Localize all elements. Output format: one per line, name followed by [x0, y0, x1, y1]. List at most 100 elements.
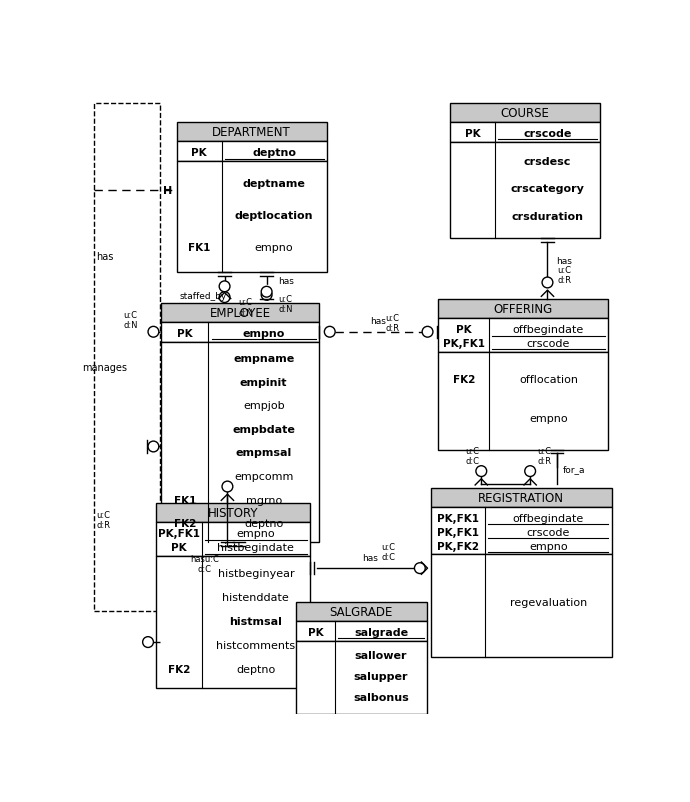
Circle shape [222, 481, 233, 492]
Text: PK,FK1: PK,FK1 [437, 513, 479, 524]
Text: PK,FK2: PK,FK2 [437, 541, 479, 551]
Circle shape [415, 563, 425, 573]
Text: offbegindate: offbegindate [513, 513, 584, 524]
Text: has: has [96, 251, 114, 261]
Text: d:C: d:C [197, 564, 211, 573]
Text: SALGRADE: SALGRADE [330, 605, 393, 618]
Text: histbeginyear: histbeginyear [217, 568, 294, 578]
Bar [296, 621, 427, 641]
Text: HISTORY: HISTORY [208, 507, 258, 520]
Bar [431, 507, 611, 555]
Text: mgrno: mgrno [246, 495, 282, 505]
Text: histbegindate: histbegindate [217, 543, 294, 553]
Text: empno: empno [529, 414, 568, 423]
Text: empno: empno [255, 243, 293, 253]
Text: PK: PK [191, 148, 207, 158]
Circle shape [262, 290, 272, 301]
Text: manages: manages [82, 363, 128, 373]
Text: crscode: crscode [526, 339, 570, 349]
Text: regevaluation: regevaluation [510, 597, 587, 608]
Text: crsdesc: crsdesc [524, 156, 571, 167]
Circle shape [219, 282, 230, 293]
Text: H: H [163, 185, 172, 196]
Text: EMPLOYEE: EMPLOYEE [210, 306, 270, 320]
Text: u:C
d:C: u:C d:C [382, 542, 395, 561]
Bar [438, 318, 608, 352]
Bar [450, 104, 600, 123]
Bar [156, 504, 310, 522]
Text: PK,FK1: PK,FK1 [437, 527, 479, 537]
Circle shape [542, 277, 553, 289]
Text: DEPARTMENT: DEPARTMENT [213, 126, 291, 139]
Text: u:C
d:R: u:C d:R [558, 265, 571, 286]
Text: PK: PK [171, 543, 187, 553]
Text: empno: empno [243, 329, 285, 339]
Circle shape [324, 327, 335, 338]
Text: empjob: empjob [243, 401, 284, 411]
Text: offbegindate: offbegindate [513, 325, 584, 335]
Text: deptname: deptname [243, 179, 306, 189]
Text: crscategory: crscategory [511, 184, 584, 194]
Bar [438, 352, 608, 450]
Bar [438, 300, 608, 318]
Text: empno: empno [237, 529, 275, 539]
Text: for_a: for_a [562, 464, 585, 474]
Text: u:C
d:N: u:C d:N [123, 310, 137, 330]
Bar [156, 556, 310, 688]
Circle shape [219, 293, 230, 303]
Circle shape [422, 327, 433, 338]
Text: crscode: crscode [526, 527, 570, 537]
Text: histcomments: histcomments [216, 640, 295, 650]
Circle shape [262, 287, 272, 298]
Text: sallower: sallower [355, 650, 407, 660]
Text: offlocation: offlocation [519, 375, 578, 385]
Text: histmsal: histmsal [229, 616, 282, 626]
Text: deptno: deptno [252, 148, 296, 158]
Circle shape [148, 442, 159, 452]
Text: empname: empname [233, 354, 295, 364]
Bar [177, 124, 326, 142]
Text: PK,FK1: PK,FK1 [158, 529, 200, 539]
Text: empmsal: empmsal [235, 448, 292, 458]
Bar [296, 641, 427, 714]
Text: deptno: deptno [244, 518, 284, 529]
Text: has: has [278, 277, 294, 286]
Text: u:C
d:C: u:C d:C [465, 447, 479, 466]
Circle shape [148, 327, 159, 338]
Bar [161, 304, 319, 322]
Text: crsduration: crsduration [511, 212, 584, 221]
Text: empno: empno [529, 541, 568, 551]
Bar [161, 322, 319, 342]
Text: hasu:C: hasu:C [190, 555, 219, 564]
Text: u:C
d:N: u:C d:N [278, 294, 293, 314]
Text: PK: PK [177, 329, 193, 339]
Text: salbonus: salbonus [353, 692, 409, 702]
Bar [450, 123, 600, 143]
Text: PK: PK [464, 129, 480, 139]
Text: has: has [362, 553, 377, 562]
Text: empinit: empinit [240, 377, 288, 387]
Text: crscode: crscode [523, 129, 571, 139]
Bar [450, 143, 600, 238]
Circle shape [525, 466, 535, 477]
Text: deptno: deptno [236, 664, 275, 674]
Bar [156, 522, 310, 556]
Text: has: has [556, 257, 572, 266]
Text: empbdate: empbdate [233, 424, 295, 435]
Bar [296, 602, 427, 621]
Text: FK1: FK1 [174, 495, 196, 505]
Text: u:C
d:R: u:C d:R [385, 314, 399, 333]
Text: FK2: FK2 [174, 518, 196, 529]
Bar [431, 555, 611, 658]
Bar [161, 342, 319, 542]
Text: salgrade: salgrade [354, 627, 408, 638]
Text: REGISTRATION: REGISTRATION [478, 491, 564, 504]
Text: u:C
d:R: u:C d:R [97, 510, 110, 530]
Text: PK: PK [456, 325, 471, 335]
Bar [177, 162, 326, 273]
Text: PK,FK1: PK,FK1 [443, 339, 485, 349]
Circle shape [143, 637, 153, 648]
Text: OFFERING: OFFERING [493, 303, 553, 316]
Text: COURSE: COURSE [500, 107, 549, 119]
Bar [94, 104, 159, 611]
